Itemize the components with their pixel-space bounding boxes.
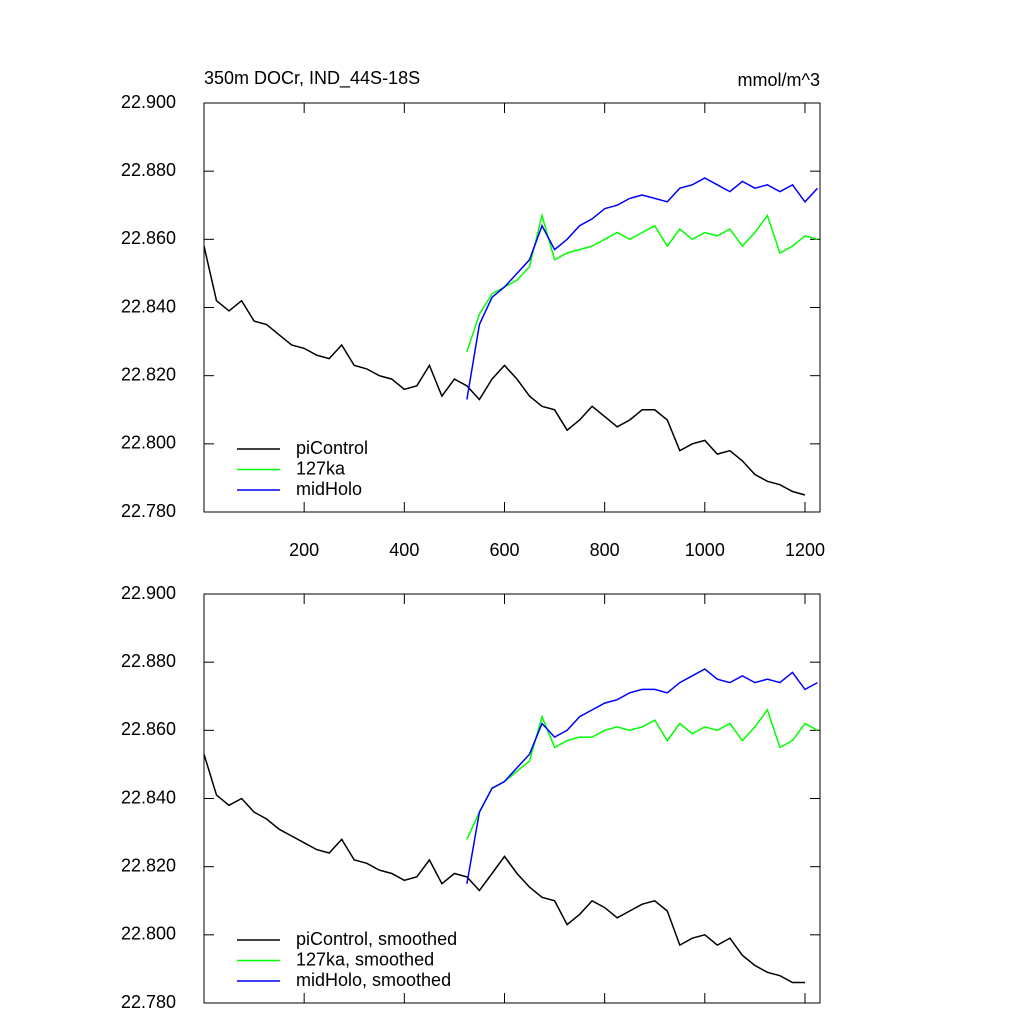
y-tick-label: 22.840 bbox=[121, 296, 176, 316]
series-line bbox=[466, 708, 818, 840]
series-line bbox=[466, 668, 818, 884]
y-tick-label: 22.780 bbox=[121, 501, 176, 521]
series-line bbox=[466, 177, 819, 400]
y-tick-label: 22.880 bbox=[121, 651, 176, 671]
y-tick-label: 22.800 bbox=[121, 924, 176, 944]
chart-title: 350m DOCr, IND_44S-18S bbox=[204, 68, 420, 89]
x-tick-label: 200 bbox=[289, 540, 319, 560]
legend-label: 127ka bbox=[296, 458, 346, 478]
x-tick-label: 600 bbox=[489, 540, 519, 560]
legend-label: midHolo, smoothed bbox=[296, 970, 451, 990]
legend-label: piControl bbox=[296, 438, 368, 458]
x-tick-label: 400 bbox=[389, 540, 419, 560]
y-tick-label: 22.900 bbox=[121, 583, 176, 603]
x-tick-label: 1200 bbox=[785, 540, 825, 560]
series-line bbox=[466, 212, 818, 353]
y-tick-label: 22.780 bbox=[121, 992, 176, 1012]
y-tick-label: 22.840 bbox=[121, 787, 176, 807]
y-tick-label: 22.900 bbox=[121, 92, 176, 112]
y-tick-label: 22.860 bbox=[121, 719, 176, 739]
y-tick-label: 22.860 bbox=[121, 228, 176, 248]
x-tick-label: 800 bbox=[590, 540, 620, 560]
y-tick-label: 22.820 bbox=[121, 364, 176, 384]
legend-label: piControl, smoothed bbox=[296, 929, 457, 949]
legend-label: midHolo bbox=[296, 479, 362, 499]
x-tick-label: 1000 bbox=[685, 540, 725, 560]
y-tick-label: 22.880 bbox=[121, 160, 176, 180]
units-label: mmol/m^3 bbox=[738, 70, 820, 90]
legend-label: 127ka, smoothed bbox=[296, 949, 434, 969]
y-tick-label: 22.820 bbox=[121, 855, 176, 875]
series-line bbox=[203, 245, 806, 496]
y-tick-label: 22.800 bbox=[121, 433, 176, 453]
series-line bbox=[203, 753, 805, 984]
